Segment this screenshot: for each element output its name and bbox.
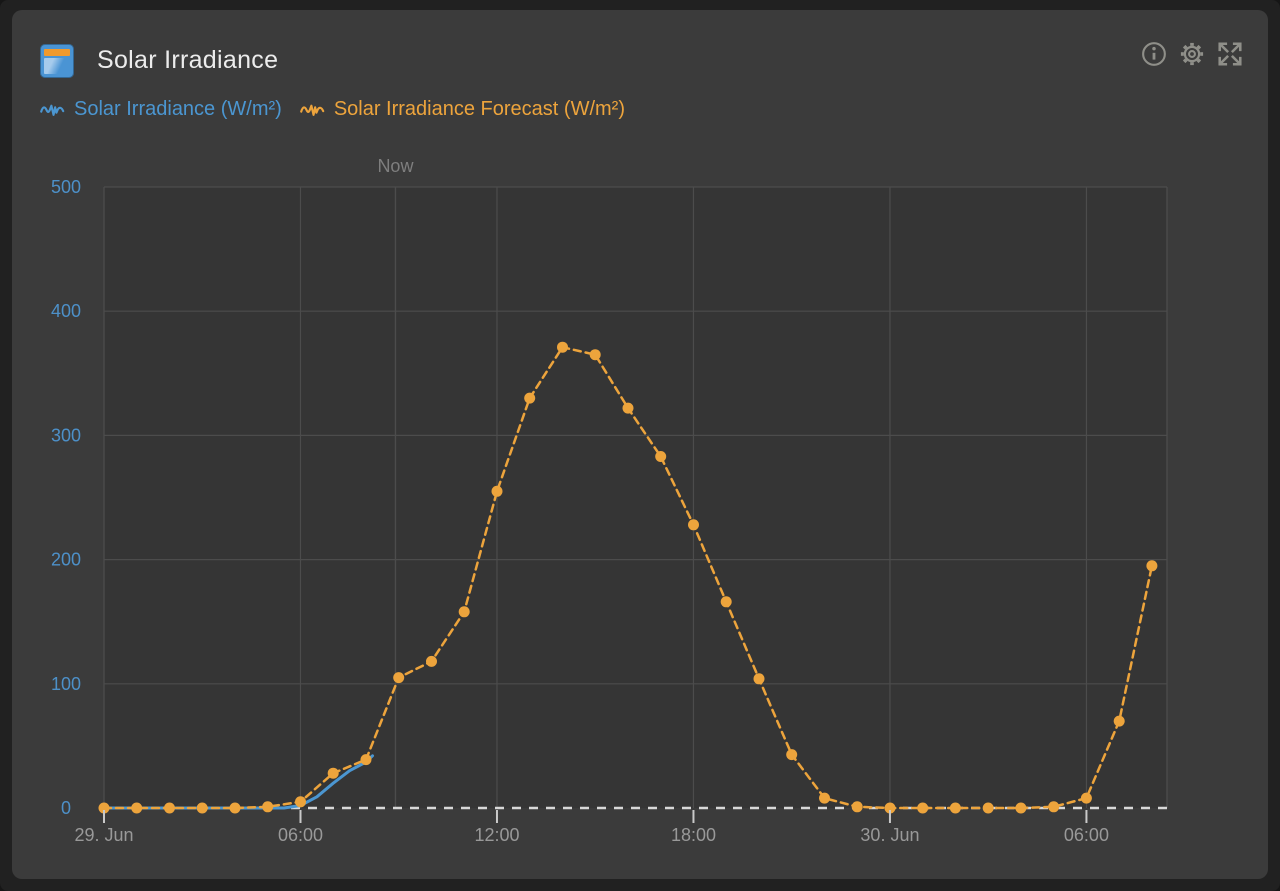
x-tick-label: 12:00: [474, 825, 519, 845]
forecast-data-point[interactable]: [458, 606, 470, 618]
card-actions: [1140, 40, 1244, 68]
x-tick-label: 30. Jun: [860, 825, 919, 845]
forecast-data-point[interactable]: [1048, 801, 1060, 813]
expand-button[interactable]: [1216, 40, 1244, 68]
gear-icon: [1180, 42, 1204, 66]
forecast-data-point[interactable]: [1113, 715, 1125, 727]
expand-icon: [1218, 42, 1242, 66]
forecast-data-point[interactable]: [819, 792, 830, 804]
forecast-data-point[interactable]: [622, 402, 634, 414]
card-title: Solar Irradiance: [97, 46, 279, 74]
legend-label-forecast: Solar Irradiance Forecast (W/m²): [333, 98, 625, 120]
forecast-data-point[interactable]: [982, 802, 994, 814]
forecast-data-point[interactable]: [524, 392, 536, 404]
forecast-data-point[interactable]: [884, 802, 896, 814]
solar-panel-icon-bar: [44, 49, 70, 56]
forecast-data-point[interactable]: [131, 802, 143, 814]
y-tick-label: 0: [61, 798, 71, 818]
now-label: Now: [377, 156, 414, 176]
forecast-data-point[interactable]: [1015, 802, 1027, 814]
forecast-data-point[interactable]: [164, 802, 175, 814]
forecast-data-point[interactable]: [917, 802, 929, 814]
forecast-data-point[interactable]: [229, 802, 241, 814]
legend-item-forecast[interactable]: Solar Irradiance Forecast (W/m²): [299, 98, 625, 121]
legend: Solar Irradiance (W/m²) Solar Irradiance…: [40, 98, 625, 121]
x-tick-label: 18:00: [671, 825, 716, 845]
forecast-data-point[interactable]: [688, 519, 699, 531]
forecast-data-point[interactable]: [589, 349, 601, 361]
forecast-data-point[interactable]: [262, 801, 274, 813]
solar-panel-icon-sheen: [44, 58, 70, 74]
forecast-data-point[interactable]: [196, 802, 208, 814]
line-squiggle-icon: [40, 104, 65, 116]
x-tick-label: 29. Jun: [74, 825, 133, 845]
info-button[interactable]: [1140, 40, 1168, 68]
forecast-data-point[interactable]: [720, 596, 732, 608]
plot-background: [104, 187, 1167, 808]
y-tick-label: 500: [51, 177, 81, 197]
legend-label-actual: Solar Irradiance (W/m²): [74, 98, 282, 120]
forecast-data-point[interactable]: [393, 672, 405, 684]
forecast-data-point[interactable]: [1080, 792, 1092, 804]
forecast-data-point[interactable]: [655, 451, 667, 462]
forecast-data-point[interactable]: [360, 754, 372, 766]
x-tick-label: 06:00: [1064, 825, 1109, 845]
forecast-data-point[interactable]: [753, 673, 765, 685]
line-squiggle-icon: [299, 104, 325, 116]
y-tick-label: 300: [51, 425, 81, 445]
forecast-data-point[interactable]: [426, 655, 437, 667]
y-tick-label: 200: [51, 550, 81, 570]
y-tick-label: 100: [51, 674, 81, 694]
x-tick-label: 06:00: [278, 825, 323, 845]
info-icon: [1142, 42, 1166, 66]
forecast-data-point[interactable]: [327, 767, 339, 779]
forecast-data-point[interactable]: [491, 485, 503, 497]
forecast-data-point[interactable]: [1146, 560, 1158, 572]
y-tick-label: 400: [51, 301, 81, 321]
forecast-data-point[interactable]: [98, 802, 110, 814]
settings-button[interactable]: [1178, 40, 1206, 68]
solar-panel-icon: [40, 44, 74, 78]
forecast-data-point[interactable]: [786, 749, 798, 761]
forecast-data-point[interactable]: [949, 802, 961, 814]
forecast-data-point[interactable]: [295, 796, 306, 808]
forecast-data-point[interactable]: [851, 801, 863, 813]
legend-item-actual[interactable]: Solar Irradiance (W/m²): [40, 98, 282, 121]
forecast-data-point[interactable]: [557, 341, 568, 353]
